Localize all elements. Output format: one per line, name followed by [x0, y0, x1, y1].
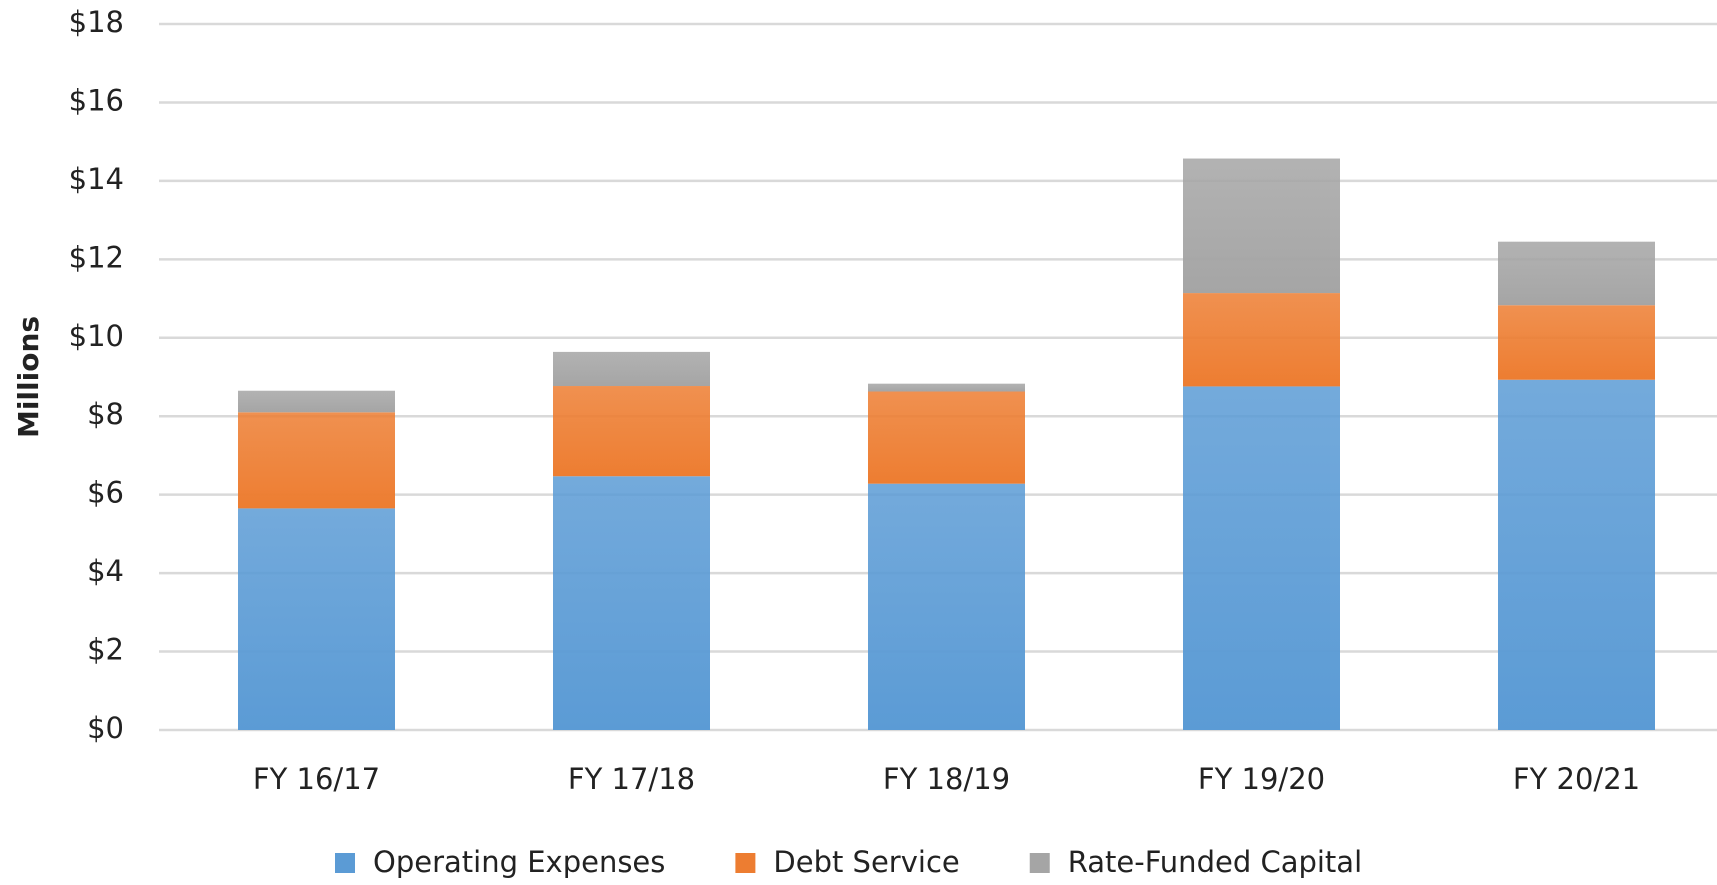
bar-segment	[1498, 379, 1655, 730]
x-tick-label: FY 17/18	[568, 762, 695, 796]
y-tick-label: $0	[87, 711, 124, 745]
bar-segment	[553, 386, 710, 477]
bar-segment	[553, 476, 710, 730]
bar-segment	[238, 508, 395, 730]
bar-segment	[1183, 158, 1340, 294]
x-tick-label: FY 18/19	[883, 762, 1010, 796]
legend-label: Debt Service	[773, 845, 959, 879]
bar-segment	[1498, 305, 1655, 380]
bar-segment	[1498, 241, 1655, 306]
y-tick-label: $16	[69, 83, 124, 117]
bar-segment	[238, 390, 395, 413]
y-tick-label: $12	[69, 240, 124, 274]
y-axis-label: Millions	[12, 316, 45, 438]
legend-swatch	[1029, 853, 1050, 873]
x-tick-label: FY 20/21	[1513, 762, 1640, 796]
legend-swatch	[735, 853, 756, 873]
bar-segment	[238, 412, 395, 509]
y-tick-label: $10	[69, 319, 124, 353]
y-tick-label: $8	[87, 397, 124, 431]
bar-segment	[1183, 386, 1340, 730]
legend-label: Operating Expenses	[373, 845, 665, 879]
y-tick-label: $2	[87, 633, 124, 667]
bar-segment	[868, 483, 1025, 730]
y-tick-label: $6	[87, 476, 124, 510]
x-tick-label: FY 16/17	[253, 762, 380, 796]
y-tick-label: $14	[69, 162, 124, 196]
bar-segment	[553, 351, 710, 387]
bar-segment	[1183, 293, 1340, 387]
y-tick-label: $4	[87, 554, 124, 588]
legend-label: Rate-Funded Capital	[1068, 845, 1362, 879]
legend-swatch	[335, 853, 355, 873]
x-tick-label: FY 19/20	[1198, 762, 1325, 796]
bar-segment	[868, 391, 1025, 484]
bar-segment	[868, 383, 1025, 392]
y-tick-label: $18	[69, 5, 124, 39]
